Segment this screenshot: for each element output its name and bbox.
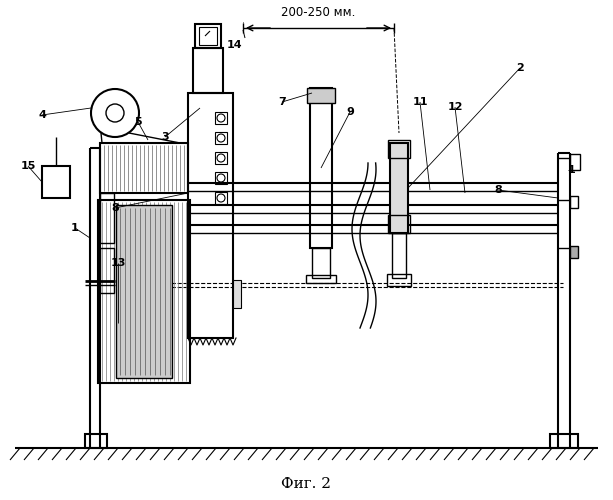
Bar: [193, 48, 223, 93]
Text: 8: 8: [494, 185, 502, 195]
Text: 9: 9: [346, 107, 354, 117]
Bar: [215, 192, 227, 204]
Text: 7: 7: [278, 97, 286, 107]
Bar: [387, 274, 411, 286]
Bar: [388, 215, 410, 233]
Bar: [390, 143, 408, 233]
Bar: [199, 27, 217, 45]
Text: 11: 11: [413, 97, 428, 107]
Circle shape: [217, 174, 225, 182]
Circle shape: [217, 194, 225, 202]
Text: 14: 14: [227, 40, 243, 50]
Text: 4: 4: [38, 110, 46, 120]
Circle shape: [91, 89, 139, 137]
Bar: [233, 280, 241, 308]
Bar: [570, 196, 578, 208]
Bar: [215, 152, 227, 164]
Bar: [550, 434, 578, 448]
Bar: [188, 93, 233, 338]
Bar: [42, 166, 70, 198]
Bar: [98, 200, 190, 383]
Bar: [100, 193, 114, 243]
Bar: [116, 205, 172, 378]
Bar: [100, 248, 114, 293]
Bar: [215, 132, 227, 144]
Bar: [392, 233, 406, 278]
Bar: [310, 88, 332, 248]
Bar: [215, 172, 227, 184]
Text: 3: 3: [161, 132, 169, 142]
Circle shape: [217, 114, 225, 122]
Bar: [100, 143, 188, 193]
Text: 1: 1: [568, 165, 576, 175]
Bar: [307, 88, 335, 103]
Text: 12: 12: [447, 102, 463, 112]
Bar: [85, 434, 107, 448]
Text: Фиг. 2: Фиг. 2: [281, 477, 331, 491]
Bar: [215, 112, 227, 124]
Bar: [306, 275, 336, 283]
Text: 8: 8: [111, 203, 119, 213]
Text: 15: 15: [20, 161, 36, 171]
Text: 5: 5: [134, 117, 142, 127]
Circle shape: [106, 104, 124, 122]
Circle shape: [217, 154, 225, 162]
Bar: [570, 154, 580, 170]
Bar: [195, 24, 221, 48]
Text: 13: 13: [110, 258, 126, 268]
Text: 1: 1: [71, 223, 79, 233]
Text: 200-250 мм.: 200-250 мм.: [281, 6, 356, 19]
Bar: [388, 140, 410, 158]
Bar: [570, 246, 578, 258]
Circle shape: [217, 134, 225, 142]
Text: 2: 2: [516, 63, 524, 73]
Bar: [312, 248, 330, 278]
